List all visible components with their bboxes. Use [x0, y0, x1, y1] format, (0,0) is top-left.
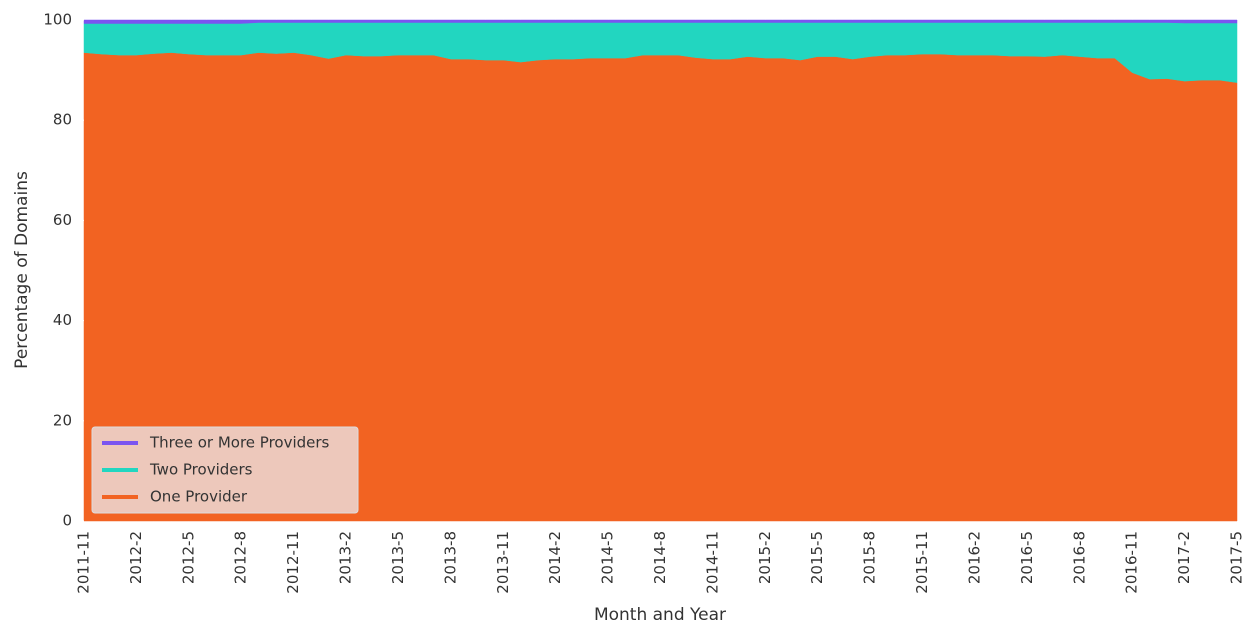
x-tick-label: 2011-11: [75, 531, 93, 594]
x-tick-label: 2016-2: [965, 531, 983, 584]
y-tick-label: 60: [53, 211, 72, 229]
x-tick-label: 2015-11: [913, 531, 931, 594]
x-tick-label: 2017-5: [1228, 531, 1243, 584]
x-tick-label: 2016-8: [1070, 531, 1088, 584]
x-tick-label: 2013-11: [494, 531, 512, 594]
x-tick-label: 2012-2: [127, 531, 145, 584]
y-tick-label: 100: [43, 11, 72, 29]
x-tick-label: 2012-5: [179, 531, 197, 584]
x-tick-label: 2015-5: [808, 531, 826, 584]
x-axis-label: Month and Year: [594, 605, 726, 625]
x-tick-label: 2012-11: [284, 531, 302, 594]
x-tick-label: 2015-8: [861, 531, 879, 584]
x-tick-label: 2012-8: [232, 531, 250, 584]
x-tick-label: 2014-2: [546, 531, 564, 584]
legend-label: Two Providers: [149, 461, 253, 479]
x-tick-label: 2013-5: [389, 531, 407, 584]
x-tick-label: 2014-8: [651, 531, 669, 584]
legend: Three or More Providers Two Providers One …: [92, 427, 358, 513]
y-tick-label: 0: [62, 512, 72, 530]
x-tick-label: 2017-2: [1175, 531, 1193, 584]
x-tick-label: 2014-11: [703, 531, 721, 594]
legend-label: One Provider: [150, 488, 248, 506]
x-tick-label: 2013-2: [337, 531, 355, 584]
x-tick-label: 2016-5: [1018, 531, 1036, 584]
legend-label: Three or More Providers: [149, 434, 330, 452]
x-tick-label: 2015-2: [756, 531, 774, 584]
y-tick-label: 40: [53, 311, 72, 329]
y-tick-label: 80: [53, 111, 72, 129]
y-tick-label: 20: [53, 411, 72, 429]
x-tick-label: 2014-5: [599, 531, 617, 584]
x-tick-label: 2016-11: [1123, 531, 1141, 594]
x-tick-label: 2013-8: [441, 531, 459, 584]
y-axis-label: Percentage of Domains: [12, 171, 32, 369]
